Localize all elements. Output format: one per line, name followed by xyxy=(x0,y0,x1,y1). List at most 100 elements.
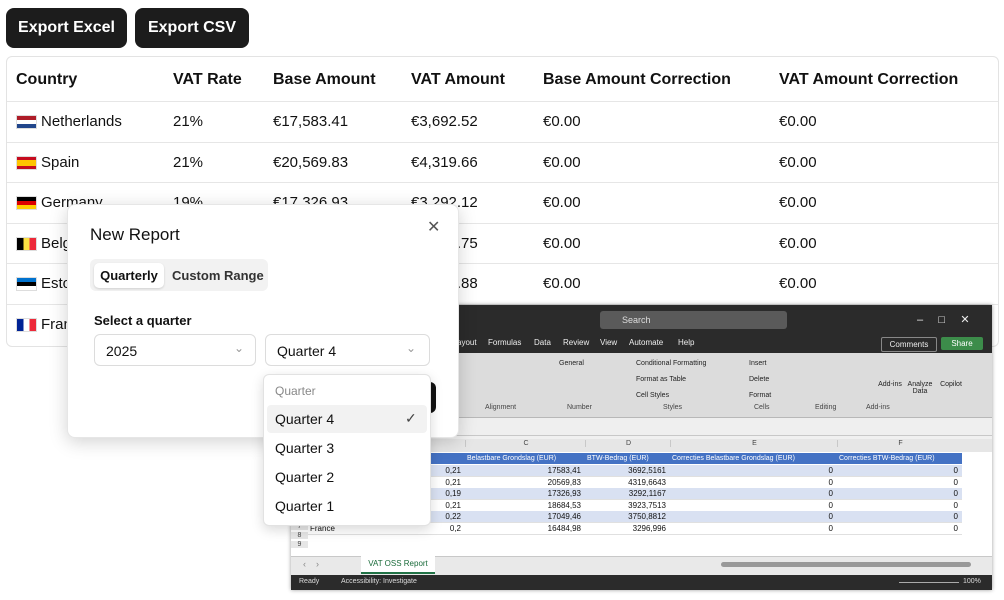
ribbon-item[interactable]: Format xyxy=(749,392,772,399)
status-bar xyxy=(291,575,992,590)
option-highlight xyxy=(267,405,427,433)
ribbon-group-label: Add-ins xyxy=(866,404,890,411)
menu-tab[interactable]: Data xyxy=(534,338,551,347)
window-controls[interactable]: – □ ✕ xyxy=(917,314,970,326)
export-excel-button[interactable]: Export Excel xyxy=(6,8,127,48)
sheet-nav[interactable]: ‹ › xyxy=(303,559,319,569)
menu-tab[interactable]: ayout xyxy=(457,338,477,347)
sheet-cell: 3292,1167 xyxy=(628,489,666,499)
column-header: VAT Amount Correction xyxy=(779,71,959,88)
row-divider xyxy=(7,304,998,305)
sheet-cell: 0 xyxy=(828,489,833,499)
dropdown-option[interactable]: Quarter 2 xyxy=(275,469,335,485)
menu-tab[interactable]: Help xyxy=(678,338,695,347)
sheet-cell: 0,2 xyxy=(449,524,461,533)
table-cell: €0.00 xyxy=(543,194,581,212)
sheet-cell: 20569,83 xyxy=(547,477,581,487)
ribbon-item[interactable]: Analyze Data xyxy=(907,381,933,395)
table-cell: €0.00 xyxy=(543,275,581,293)
table-cell: €0.00 xyxy=(543,113,581,130)
row-divider xyxy=(7,101,998,102)
accessibility-status[interactable]: Accessibility: Investigate xyxy=(341,578,417,585)
table-cell: €20,569.83 xyxy=(273,153,349,171)
country-flag xyxy=(16,277,37,292)
formula-bar xyxy=(291,418,992,436)
row-band xyxy=(308,511,962,524)
quarter-dropdown: Quarter ✓ Quarter 4 Quarter 3 Quarter 2 Quar… xyxy=(263,374,431,526)
dropdown-option[interactable]: Quarter 3 xyxy=(275,440,335,456)
zoom-level: 100% xyxy=(963,578,981,585)
sheet-cell: 3692,5161 xyxy=(628,466,666,475)
sheet-cell: 16484,98 xyxy=(547,524,581,533)
zoom-slider[interactable] xyxy=(899,582,959,583)
export-csv-button[interactable]: Export CSV xyxy=(135,8,249,48)
dropdown-option[interactable]: Quarter 4 xyxy=(275,411,335,427)
chevron: ⌄ xyxy=(406,341,417,355)
column-header: VAT Amount xyxy=(411,71,505,88)
country-flag xyxy=(16,318,37,332)
table-cell: €0.00 xyxy=(543,153,581,171)
sheet-cell: 0,19 xyxy=(445,489,461,499)
sheet-cell: 0 xyxy=(953,512,958,522)
ribbon-group-label: Number xyxy=(567,404,592,411)
sheet-cell: 0 xyxy=(953,477,958,487)
tab-custom-range[interactable]: Custom Range xyxy=(172,268,264,283)
comments-button[interactable]: Comments xyxy=(881,337,937,352)
column-header: Base Amount Correction xyxy=(543,71,731,88)
menu-tab[interactable]: Formulas xyxy=(488,338,522,347)
sheet-cell: 0,21 xyxy=(445,500,461,510)
ribbon-group-label: Styles xyxy=(663,404,683,411)
ribbon-item[interactable]: Insert xyxy=(749,360,767,367)
row-number: 8 xyxy=(291,532,308,539)
sheet-cell: France xyxy=(310,524,335,533)
row-divider xyxy=(7,223,998,224)
table-cell: €0.00 xyxy=(779,275,817,293)
scrollbar[interactable] xyxy=(721,562,971,567)
country-flag xyxy=(16,236,37,251)
ribbon-item[interactable]: Cell Styles xyxy=(636,392,670,399)
column-header: Base Amount xyxy=(273,71,376,88)
sheet-cell: 0,22 xyxy=(445,512,461,522)
share-button[interactable]: Share xyxy=(941,337,983,350)
sheet-cell: 0 xyxy=(828,466,833,475)
sheet-cell: 3296,996 xyxy=(632,524,666,533)
header-cell: Correcties Belastbare Grondslag (EUR) xyxy=(670,453,837,464)
sheet-cell: 0 xyxy=(953,466,958,475)
year-select[interactable]: 2025 xyxy=(94,334,256,366)
menu-tab[interactable]: View xyxy=(600,338,618,347)
menu-tab[interactable]: Review xyxy=(563,338,590,347)
ribbon-item[interactable]: Format as Table xyxy=(636,376,687,383)
ribbon-group-label: Cells xyxy=(754,404,770,411)
table-cell: €3,692.52 xyxy=(411,113,478,130)
tab-quarterly[interactable]: Quarterly xyxy=(94,263,164,288)
search-box[interactable]: Search xyxy=(600,311,787,329)
ribbon-item[interactable]: Conditional Formatting xyxy=(636,360,707,367)
country-flag xyxy=(16,115,37,129)
ribbon-item[interactable]: Delete xyxy=(749,376,770,383)
sheet-cell: 18684,53 xyxy=(547,500,581,510)
dropdown-option[interactable]: Quarter 1 xyxy=(275,498,335,514)
table-cell: 21% xyxy=(173,113,204,130)
table-cell: €0.00 xyxy=(779,234,817,252)
check-icon: ✓ xyxy=(405,410,417,426)
column-letter: F xyxy=(837,440,963,447)
sheet-tab[interactable]: VAT OSS Report xyxy=(361,556,435,574)
close-button[interactable]: ✕ xyxy=(427,219,441,236)
ribbon-item[interactable]: General xyxy=(559,360,584,367)
table-cell: €0.00 xyxy=(779,113,817,130)
sheet-cell: 0 xyxy=(828,524,833,533)
sheet-cell: 4319,6643 xyxy=(628,477,666,487)
ribbon-item[interactable]: Add-ins xyxy=(878,381,902,388)
ribbon-group-label: Alignment xyxy=(485,404,517,411)
chevron: ⌄ xyxy=(234,341,245,355)
sheet-tab-bar xyxy=(291,556,992,575)
table-cell: €0.00 xyxy=(543,234,581,252)
dropdown-header: Quarter xyxy=(275,384,316,398)
row-band xyxy=(308,465,962,477)
table-cell: €0.00 xyxy=(779,194,817,212)
country-flag xyxy=(16,155,37,170)
sheet-cell: 0 xyxy=(953,500,958,510)
quarter-select[interactable]: Quarter 4 xyxy=(265,334,430,366)
ribbon-item[interactable]: Copilot xyxy=(940,381,962,388)
menu-tab[interactable]: Automate xyxy=(629,338,664,347)
